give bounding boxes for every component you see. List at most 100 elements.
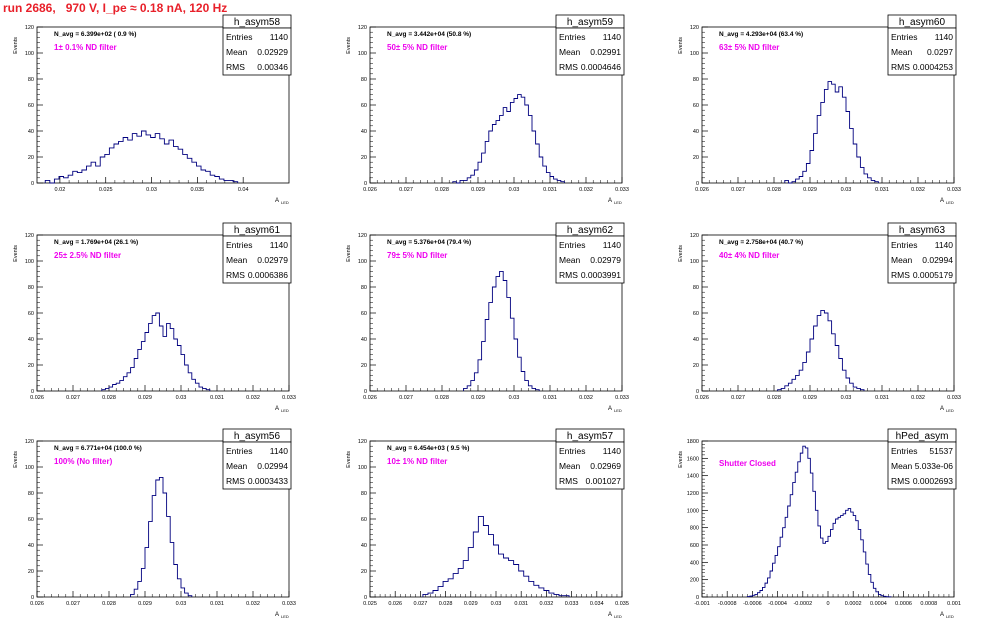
x-tick-label: 0.029 xyxy=(471,187,485,193)
stats-key: RMS xyxy=(226,270,245,280)
filter-label: 10± 1% ND filter xyxy=(387,457,447,466)
histogram-line xyxy=(463,270,540,391)
stats-value: 0.0006386 xyxy=(248,270,288,280)
x-tick-label: 0.033 xyxy=(282,395,296,401)
x-axis-title-sub: LED xyxy=(946,614,954,619)
y-tick-label: 40 xyxy=(361,337,367,343)
x-axis-title-sub: LED xyxy=(946,408,954,413)
y-tick-label: 20 xyxy=(693,363,699,369)
y-tick-label: 60 xyxy=(28,103,34,109)
x-tick-label: 0.027 xyxy=(66,395,80,401)
stats-key: RMS xyxy=(559,62,578,72)
stats-key: Entries xyxy=(226,240,252,250)
stats-key: Mean xyxy=(559,461,581,471)
stats-title: h_asym60 xyxy=(899,17,946,28)
y-axis-title: Events xyxy=(678,37,684,54)
stats-key: Mean xyxy=(226,461,248,471)
x-tick-label: 0.026 xyxy=(363,187,377,193)
x-tick-label: 0.031 xyxy=(543,187,557,193)
x-tick-label: 0.029 xyxy=(138,601,152,607)
y-tick-label: 0 xyxy=(31,595,34,601)
x-tick-label: 0.028 xyxy=(435,395,449,401)
histogram-panel-h_asym61: 0 20 40 60 80 100 120 0.026 0.027 0.028 0.029 0.03 0… xyxy=(13,222,296,413)
x-axis-title-sub: LED xyxy=(281,614,289,619)
x-axis-title-sub: LED xyxy=(281,200,289,205)
x-axis-title: A xyxy=(275,198,279,204)
x-tick-label: 0.026 xyxy=(363,395,377,401)
stats-key: Entries xyxy=(559,240,585,250)
x-tick-label: 0.029 xyxy=(464,601,478,607)
histogram-panel-h_asym59: 0 20 40 60 80 100 120 0.026 0.027 0.028 0.029 0.03 0… xyxy=(346,14,629,205)
x-tick-label: 0.026 xyxy=(695,187,709,193)
x-tick-label: 0.031 xyxy=(875,187,889,193)
stats-title: h_asym62 xyxy=(567,225,614,236)
stats-key: RMS xyxy=(891,476,910,486)
x-tick-label: 0.033 xyxy=(947,187,961,193)
x-tick-label: 0.033 xyxy=(947,395,961,401)
y-tick-label: 1200 xyxy=(687,491,699,497)
x-tick-label: 0.032 xyxy=(911,187,925,193)
y-axis-title: Events xyxy=(346,451,352,468)
stats-title: hPed_asym xyxy=(896,431,949,442)
navg-label: N_avg = 4.293e+04 (63.4 %) xyxy=(719,31,803,38)
stats-title: h_asym56 xyxy=(234,431,281,442)
stats-value: 0.02929 xyxy=(257,47,288,57)
x-tick-label: 0.031 xyxy=(543,395,557,401)
y-axis-title: Events xyxy=(346,245,352,262)
stats-key: Entries xyxy=(891,240,917,250)
y-tick-label: 120 xyxy=(690,25,699,31)
stats-box xyxy=(555,235,625,284)
histogram-panel-hPed_asym: 0 200 400 600 800 1000 1200 1400 1600 1800 -0.001 -… xyxy=(678,428,961,619)
y-tick-label: 60 xyxy=(28,311,34,317)
x-tick-label: 0.0002 xyxy=(845,601,862,607)
filter-label: 50± 5% ND filter xyxy=(387,43,447,52)
stats-value: 0.0003991 xyxy=(581,270,621,280)
histogram-line xyxy=(44,130,239,184)
filter-label: 1± 0.1% ND filter xyxy=(54,43,117,52)
y-tick-label: 100 xyxy=(690,259,699,265)
stats-value: 0.02991 xyxy=(590,47,621,57)
y-tick-label: 40 xyxy=(693,129,699,135)
filter-label: 40± 4% ND filter xyxy=(719,251,779,260)
y-tick-label: 120 xyxy=(690,233,699,239)
y-tick-label: 20 xyxy=(361,569,367,575)
stats-key: Mean xyxy=(891,461,913,471)
page-title: run 2686, 970 V, I_pe ≈ 0.18 nA, 120 Hz xyxy=(3,1,228,15)
y-tick-label: 20 xyxy=(28,569,34,575)
x-tick-label: 0.029 xyxy=(803,187,817,193)
x-tick-label: 0.035 xyxy=(615,601,629,607)
x-tick-label: 0.025 xyxy=(363,601,377,607)
x-tick-label: 0.028 xyxy=(439,601,453,607)
navg-label: N_avg = 6.771e+04 (100.0 %) xyxy=(54,445,142,452)
x-tick-label: 0.031 xyxy=(210,395,224,401)
x-tick-label: 0.032 xyxy=(911,395,925,401)
x-tick-label: 0.031 xyxy=(514,601,528,607)
stats-title: h_asym63 xyxy=(899,225,946,236)
y-tick-label: 20 xyxy=(28,155,34,161)
y-tick-label: 40 xyxy=(693,337,699,343)
y-tick-label: 800 xyxy=(690,526,699,532)
y-axis-title: Events xyxy=(678,245,684,262)
y-tick-label: 0 xyxy=(364,595,367,601)
y-axis-title: Events xyxy=(13,245,19,262)
y-tick-label: 120 xyxy=(358,439,367,445)
y-tick-label: 0 xyxy=(364,389,367,395)
y-tick-label: 80 xyxy=(28,491,34,497)
x-axis-title-sub: LED xyxy=(281,408,289,413)
x-tick-label: 0.032 xyxy=(540,601,554,607)
y-tick-label: 20 xyxy=(28,363,34,369)
x-tick-label: 0.032 xyxy=(246,601,260,607)
y-tick-label: 60 xyxy=(361,103,367,109)
x-axis-title-sub: LED xyxy=(946,200,954,205)
stats-box xyxy=(555,27,625,76)
stats-key: Entries xyxy=(559,446,585,456)
stats-value: 0.02994 xyxy=(922,255,953,265)
x-tick-label: 0.032 xyxy=(579,187,593,193)
x-tick-label: 0 xyxy=(826,601,829,607)
stats-value: 0.0002693 xyxy=(913,476,953,486)
y-tick-label: 100 xyxy=(25,51,34,57)
stats-value: 1140 xyxy=(270,32,289,42)
x-tick-label: 0.028 xyxy=(102,601,116,607)
y-tick-label: 120 xyxy=(25,233,34,239)
x-tick-label: 0.027 xyxy=(399,395,413,401)
